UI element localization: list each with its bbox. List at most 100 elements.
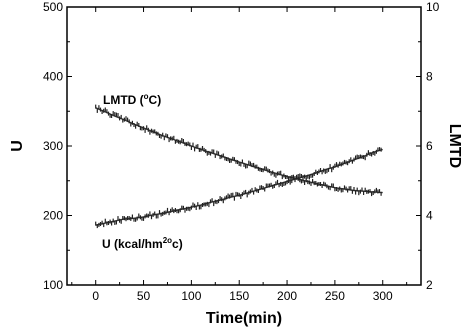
u-data-point bbox=[98, 222, 100, 227]
lmtd-data-point bbox=[327, 185, 330, 190]
lmtd-data-point bbox=[316, 182, 318, 187]
y-left-tick-label: 200 bbox=[43, 209, 63, 223]
lmtd-data-point bbox=[249, 161, 251, 166]
u-data-point bbox=[123, 216, 125, 221]
lmtd-data-point bbox=[149, 130, 151, 135]
lmtd-data-point bbox=[150, 128, 153, 133]
u-data-point bbox=[260, 185, 263, 190]
lmtd-data-point bbox=[334, 187, 336, 192]
u-data-point bbox=[281, 183, 283, 187]
lmtd-data-point bbox=[99, 107, 102, 112]
lmtd-data-point bbox=[350, 186, 352, 191]
u-data-point bbox=[351, 159, 353, 164]
u-data-point bbox=[342, 161, 344, 166]
u-data-point bbox=[186, 206, 188, 211]
y-left-tick-label: 400 bbox=[43, 70, 63, 84]
lmtd-data-point bbox=[233, 157, 235, 162]
lmtd-data-point bbox=[235, 159, 237, 164]
lmtd-data-point bbox=[112, 111, 114, 116]
lmtd-data-point bbox=[211, 149, 213, 154]
u-data-point bbox=[107, 221, 110, 225]
lmtd-data-point bbox=[361, 187, 363, 192]
u-data-point bbox=[225, 195, 228, 200]
u-data-point bbox=[174, 208, 176, 212]
lmtd-data-point bbox=[165, 133, 167, 138]
lmtd-data-point bbox=[296, 175, 298, 180]
u-data-point bbox=[318, 169, 320, 174]
u-data-point bbox=[286, 180, 288, 185]
lmtd-data-point bbox=[307, 180, 309, 185]
lmtd-data-point bbox=[262, 168, 264, 173]
lmtd-data-point bbox=[96, 108, 98, 113]
u-data-point bbox=[154, 211, 156, 216]
lmtd-data-point bbox=[232, 156, 234, 161]
u-data-point bbox=[348, 159, 350, 164]
x-axis-title: Time(min) bbox=[206, 310, 282, 327]
u-data-point bbox=[246, 193, 248, 198]
u-data-point bbox=[103, 223, 105, 228]
u-data-point bbox=[146, 213, 148, 218]
u-data-point bbox=[211, 198, 213, 203]
u-data-point bbox=[304, 174, 306, 179]
lmtd-data-point bbox=[115, 112, 117, 117]
lmtd-data-point bbox=[257, 166, 259, 171]
u-data-point bbox=[142, 216, 145, 221]
lmtd-data-point bbox=[315, 181, 317, 185]
u-data-point bbox=[275, 181, 277, 186]
u-data-point bbox=[243, 190, 245, 195]
u-data-point bbox=[221, 197, 223, 202]
u-data-point bbox=[214, 199, 216, 204]
lmtd-data-point bbox=[120, 114, 122, 119]
u-data-point bbox=[192, 202, 194, 207]
lmtd-data-point bbox=[323, 181, 325, 186]
u-data-point bbox=[130, 216, 132, 221]
lmtd-data-point bbox=[321, 184, 323, 188]
u-data-point bbox=[230, 192, 232, 197]
lmtd-data-point bbox=[302, 178, 304, 183]
u-data-point bbox=[104, 218, 106, 223]
u-data-point bbox=[262, 186, 264, 190]
u-data-point bbox=[359, 154, 361, 159]
lmtd-data-point bbox=[380, 191, 382, 196]
u-data-point bbox=[200, 205, 202, 210]
lmtd-data-point bbox=[162, 132, 164, 137]
y-axis-title-left: U bbox=[9, 140, 26, 152]
y-right-tick-label: 4 bbox=[426, 209, 433, 223]
u-data-point bbox=[372, 151, 374, 155]
lmtd-data-point bbox=[353, 187, 355, 191]
u-data-point bbox=[302, 175, 304, 179]
u-data-point bbox=[321, 170, 323, 175]
u-data-point bbox=[355, 155, 357, 160]
u-data-point bbox=[203, 202, 205, 207]
lmtd-data-point bbox=[284, 175, 287, 179]
lmtd-data-point bbox=[168, 138, 170, 143]
lmtd-data-point bbox=[141, 126, 143, 131]
u-data-point bbox=[197, 202, 199, 207]
u-data-point bbox=[364, 156, 366, 161]
x-tick-label: 50 bbox=[137, 289, 151, 303]
u-data-point bbox=[194, 203, 196, 208]
u-data-point bbox=[310, 173, 312, 178]
lmtd-data-point bbox=[133, 123, 135, 127]
u-data-point bbox=[265, 183, 267, 188]
lmtd-data-point bbox=[377, 189, 379, 194]
lmtd-data-point bbox=[181, 138, 183, 142]
u-data-point bbox=[289, 180, 291, 185]
u-data-point bbox=[324, 169, 326, 174]
lmtd-data-point bbox=[275, 173, 277, 178]
u-data-point bbox=[187, 206, 189, 211]
u-data-point bbox=[208, 203, 210, 208]
lmtd-data-point bbox=[208, 150, 210, 155]
u-data-point bbox=[380, 147, 382, 152]
u-data-point bbox=[181, 205, 183, 210]
lmtd-data-point bbox=[280, 170, 282, 175]
lmtd-data-point bbox=[227, 157, 229, 162]
lmtd-data-point bbox=[308, 180, 310, 185]
lmtd-data-point bbox=[340, 188, 342, 193]
lmtd-data-point bbox=[324, 182, 326, 187]
u-data-point bbox=[115, 220, 117, 225]
u-data-point bbox=[170, 208, 172, 213]
lmtd-data-point bbox=[248, 160, 250, 165]
lmtd-data-point bbox=[144, 128, 146, 133]
u-data-point bbox=[329, 164, 331, 169]
